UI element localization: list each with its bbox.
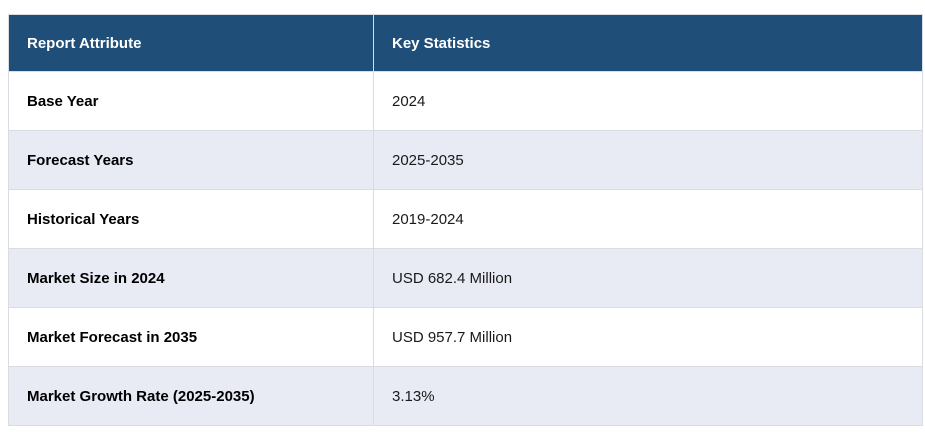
attribute-cell: Market Forecast in 2035 (8, 307, 374, 367)
value-cell: USD 682.4 Million (373, 248, 923, 308)
attribute-cell: Forecast Years (8, 130, 374, 190)
column-header-key-statistics: Key Statistics (373, 14, 923, 72)
value-cell: 3.13% (373, 366, 923, 426)
table-header-row: Report Attribute Key Statistics (8, 14, 923, 72)
column-header-report-attribute: Report Attribute (8, 14, 374, 72)
attribute-cell: Market Growth Rate (2025-2035) (8, 366, 374, 426)
value-cell: USD 957.7 Million (373, 307, 923, 367)
attribute-cell: Historical Years (8, 189, 374, 249)
table-row: Forecast Years 2025-2035 (8, 130, 923, 190)
table-row: Base Year 2024 (8, 71, 923, 131)
table-row: Market Growth Rate (2025-2035) 3.13% (8, 366, 923, 426)
value-cell: 2019-2024 (373, 189, 923, 249)
table-row: Market Forecast in 2035 USD 957.7 Millio… (8, 307, 923, 367)
value-cell: 2025-2035 (373, 130, 923, 190)
attribute-cell: Market Size in 2024 (8, 248, 374, 308)
report-summary-table: Report Attribute Key Statistics Base Yea… (8, 14, 923, 426)
attribute-cell: Base Year (8, 71, 374, 131)
table-row: Historical Years 2019-2024 (8, 189, 923, 249)
value-cell: 2024 (373, 71, 923, 131)
table-row: Market Size in 2024 USD 682.4 Million (8, 248, 923, 308)
